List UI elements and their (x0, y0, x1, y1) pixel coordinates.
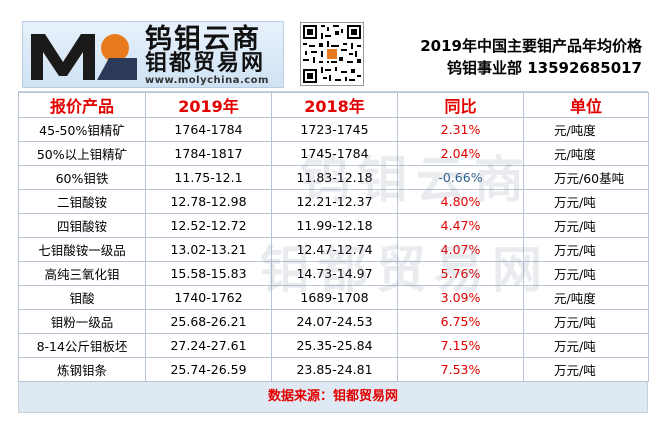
unit-cell: 万元/60基吨 (524, 166, 649, 190)
product-cell: 四钼酸铵 (19, 214, 146, 238)
product-cell: 二钼酸铵 (19, 190, 146, 214)
price-2019-cell: 1784-1817 (146, 142, 272, 166)
price-2019-cell: 11.75-12.1 (146, 166, 272, 190)
yoy-change-cell: 4.07% (398, 238, 524, 262)
table-row: 高纯三氧化钼 15.58-15.83 14.73-14.97 5.76% 万元/吨 (19, 262, 649, 286)
unit-cell: 万元/吨 (524, 310, 649, 334)
price-2019-cell: 12.52-12.72 (146, 214, 272, 238)
yoy-change-cell: 6.75% (398, 310, 524, 334)
table-row: 60%钼铁 11.75-12.1 11.83-12.18 -0.66% 万元/60基吨 (19, 166, 649, 190)
price-2019-cell: 1740-1762 (146, 286, 272, 310)
unit-cell: 元/吨度 (524, 142, 649, 166)
product-cell: 钼粉一级品 (19, 310, 146, 334)
unit-cell: 万元/吨 (524, 334, 649, 358)
price-2018-cell: 23.85-24.81 (272, 358, 398, 382)
column-header-2018: 2018年 (272, 93, 398, 118)
price-2019-cell: 25.74-26.59 (146, 358, 272, 382)
yoy-change-cell: 7.15% (398, 334, 524, 358)
brand-subname: 钼都贸易网 (145, 52, 265, 76)
report-title: 2019年中国主要钼产品年均价格 (420, 37, 642, 55)
column-header-unit: 单位 (524, 93, 649, 118)
logo-mark-icon (27, 26, 143, 84)
price-2018-cell: 11.83-12.18 (272, 166, 398, 190)
yoy-change-cell: 2.04% (398, 142, 524, 166)
price-2018-cell: 25.35-25.84 (272, 334, 398, 358)
price-2019-cell: 1764-1784 (146, 118, 272, 142)
table-row: 45-50%钼精矿 1764-1784 1723-1745 2.31% 元/吨度 (19, 118, 649, 142)
unit-cell: 万元/吨 (524, 262, 649, 286)
unit-cell: 万元/吨 (524, 214, 649, 238)
unit-cell: 万元/吨 (524, 190, 649, 214)
column-header-yoy: 同比 (398, 93, 524, 118)
price-2018-cell: 24.07-24.53 (272, 310, 398, 334)
table-row: 四钼酸铵 12.52-12.72 11.99-12.18 4.47% 万元/吨 (19, 214, 649, 238)
company-logo: 钨钼云商 钼都贸易网 www.molychina.com (22, 21, 284, 88)
product-cell: 8-14公斤钼板坯 (19, 334, 146, 358)
data-source-note: 数据来源：钼都贸易网 (18, 382, 648, 412)
product-cell: 高纯三氧化钼 (19, 262, 146, 286)
price-2019-cell: 25.68-26.21 (146, 310, 272, 334)
table-row: 七钼酸铵一级品 13.02-13.21 12.47-12.74 4.07% 万元/吨 (19, 238, 649, 262)
price-2018-cell: 1689-1708 (272, 286, 398, 310)
product-cell: 60%钼铁 (19, 166, 146, 190)
yoy-change-cell: 7.53% (398, 358, 524, 382)
price-2019-cell: 15.58-15.83 (146, 262, 272, 286)
table-header-row: 报价产品 2019年 2018年 同比 单位 (19, 93, 649, 118)
yoy-change-cell: -0.66% (398, 166, 524, 190)
price-2019-cell: 27.24-27.61 (146, 334, 272, 358)
yoy-change-cell: 3.09% (398, 286, 524, 310)
price-2018-cell: 12.47-12.74 (272, 238, 398, 262)
yoy-change-cell: 4.80% (398, 190, 524, 214)
price-2018-cell: 1745-1784 (272, 142, 398, 166)
price-2019-cell: 13.02-13.21 (146, 238, 272, 262)
table-row: 二钼酸铵 12.78-12.98 12.21-12.37 4.80% 万元/吨 (19, 190, 649, 214)
yoy-change-cell: 4.47% (398, 214, 524, 238)
product-cell: 炼钢钼条 (19, 358, 146, 382)
column-header-product: 报价产品 (19, 93, 146, 118)
unit-cell: 万元/吨 (524, 238, 649, 262)
price-2019-cell: 12.78-12.98 (146, 190, 272, 214)
header-banner: 钨钼云商 钼都贸易网 www.molychina.com (18, 17, 648, 92)
price-2018-cell: 1723-1745 (272, 118, 398, 142)
price-2018-cell: 11.99-12.18 (272, 214, 398, 238)
unit-cell: 万元/吨 (524, 358, 649, 382)
product-cell: 钼酸 (19, 286, 146, 310)
report-contact: 钨钼事业部 13592685017 (447, 59, 642, 77)
table-row: 8-14公斤钼板坯 27.24-27.61 25.35-25.84 7.15% 万元/吨 (19, 334, 649, 358)
table-row: 钼粉一级品 25.68-26.21 24.07-24.53 6.75% 万元/吨 (19, 310, 649, 334)
product-cell: 45-50%钼精矿 (19, 118, 146, 142)
unit-cell: 元/吨度 (524, 118, 649, 142)
qr-code-icon (300, 22, 364, 86)
unit-cell: 元/吨度 (524, 286, 649, 310)
table-row: 50%以上钼精矿 1784-1817 1745-1784 2.04% 元/吨度 (19, 142, 649, 166)
price-2018-cell: 14.73-14.97 (272, 262, 398, 286)
table-row: 炼钢钼条 25.74-26.59 23.85-24.81 7.53% 万元/吨 (19, 358, 649, 382)
price-2018-cell: 12.21-12.37 (272, 190, 398, 214)
product-cell: 七钼酸铵一级品 (19, 238, 146, 262)
yoy-change-cell: 5.76% (398, 262, 524, 286)
yoy-change-cell: 2.31% (398, 118, 524, 142)
product-cell: 50%以上钼精矿 (19, 142, 146, 166)
table-row: 钼酸 1740-1762 1689-1708 3.09% 元/吨度 (19, 286, 649, 310)
column-header-2019: 2019年 (146, 93, 272, 118)
brand-url: www.molychina.com (145, 75, 269, 86)
price-table: 报价产品 2019年 2018年 同比 单位 45-50%钼精矿 1764-178… (18, 92, 649, 382)
